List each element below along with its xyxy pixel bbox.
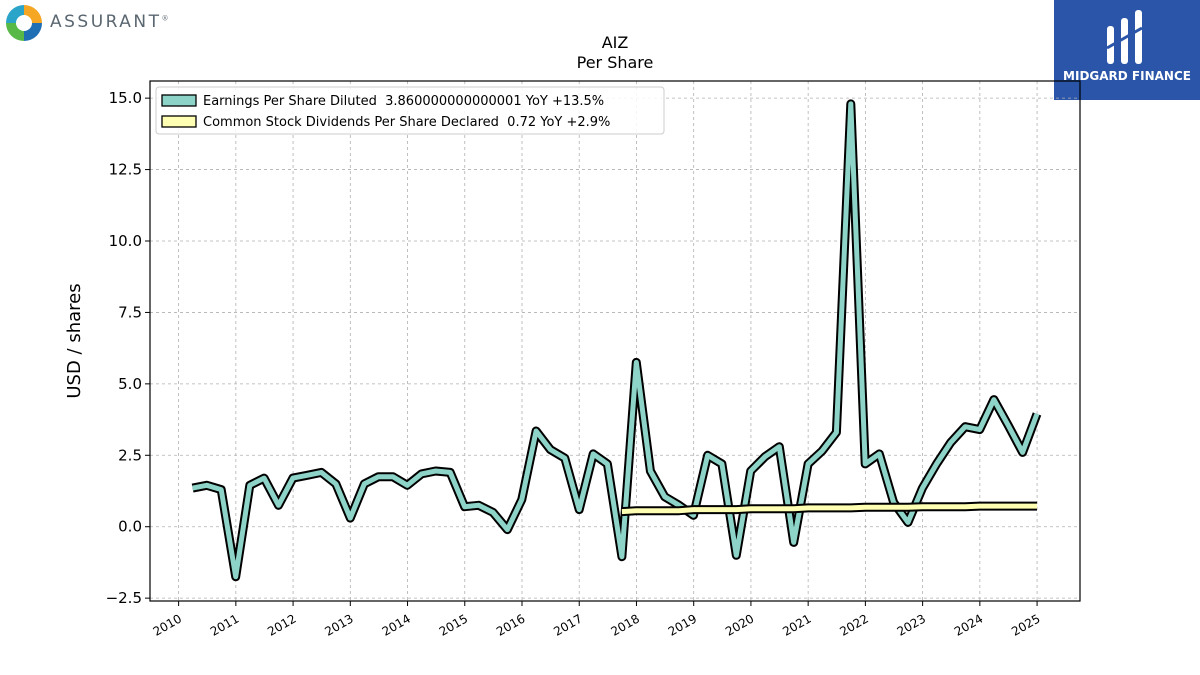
midgard-finance-brand-text: MIDGARD FINANCE: [1063, 69, 1191, 83]
x-tick-label: 2025: [1009, 611, 1042, 638]
y-tick-label: 5.0: [118, 375, 142, 393]
midgard-finance-mark-icon: [1106, 10, 1143, 64]
grid: [150, 81, 1080, 601]
assurant-logo: ASSURANT®: [0, 0, 220, 46]
x-tick-label: 2017: [551, 611, 584, 638]
x-tick-label: 2010: [151, 611, 184, 638]
midgard-finance-logo: MIDGARD FINANCE: [1054, 0, 1200, 100]
dividends-series-line: [621, 503, 1037, 515]
registered-mark: ®: [161, 14, 169, 23]
legend-swatch-eps: [161, 94, 197, 107]
x-tick-label: 2021: [780, 611, 813, 638]
x-tick-label: 2020: [723, 611, 756, 638]
x-tick-label: 2022: [837, 611, 870, 638]
x-tick-label: 2012: [265, 611, 298, 638]
series-layer: [191, 99, 1042, 582]
y-tick-label: 0.0: [118, 518, 142, 536]
x-tick-label: 2024: [952, 611, 985, 638]
legend-label-eps: Earnings Per Share Diluted 3.86000000000…: [203, 94, 604, 109]
x-tick-label: 2019: [666, 611, 699, 638]
x-tick-label: 2018: [609, 611, 642, 638]
y-tick-label: 10.0: [109, 232, 142, 250]
assurant-brand-text: ASSURANT: [50, 12, 162, 32]
x-tick-label: 2023: [895, 611, 928, 638]
chart-subtitle: Per Share: [577, 53, 654, 72]
assurant-logo-mark-icon: [6, 5, 42, 41]
y-tick-label: 12.5: [109, 161, 142, 179]
chart-title: AIZ: [602, 33, 629, 52]
x-tick-label: 2013: [322, 611, 355, 638]
y-axis: −2.5 0.0 2.5 5.0 7.5 10.0 12.5 15.0: [106, 89, 150, 607]
y-axis-label: USD / shares: [64, 283, 85, 398]
y-tick-label: −2.5: [106, 589, 142, 607]
x-tick-label: 2015: [437, 611, 470, 638]
x-tick-label: 2011: [208, 611, 241, 638]
legend-box: [155, 86, 665, 135]
legend: Earnings Per Share Diluted 3.86000000000…: [155, 86, 665, 135]
x-axis: 2010 2011 2012 2013 2014 2015 2016 2017 2018 2019…: [151, 601, 1043, 639]
y-tick-label: 15.0: [109, 89, 142, 107]
legend-label-dividends: Common Stock Dividends Per Share Declare…: [203, 115, 610, 130]
x-tick-label: 2016: [494, 611, 527, 638]
plot-frame: [149, 80, 1081, 602]
y-tick-label: 7.5: [118, 303, 142, 321]
legend-swatch-dividends: [161, 115, 197, 128]
x-tick-label: 2014: [380, 611, 413, 638]
y-tick-label: 2.5: [118, 446, 142, 464]
